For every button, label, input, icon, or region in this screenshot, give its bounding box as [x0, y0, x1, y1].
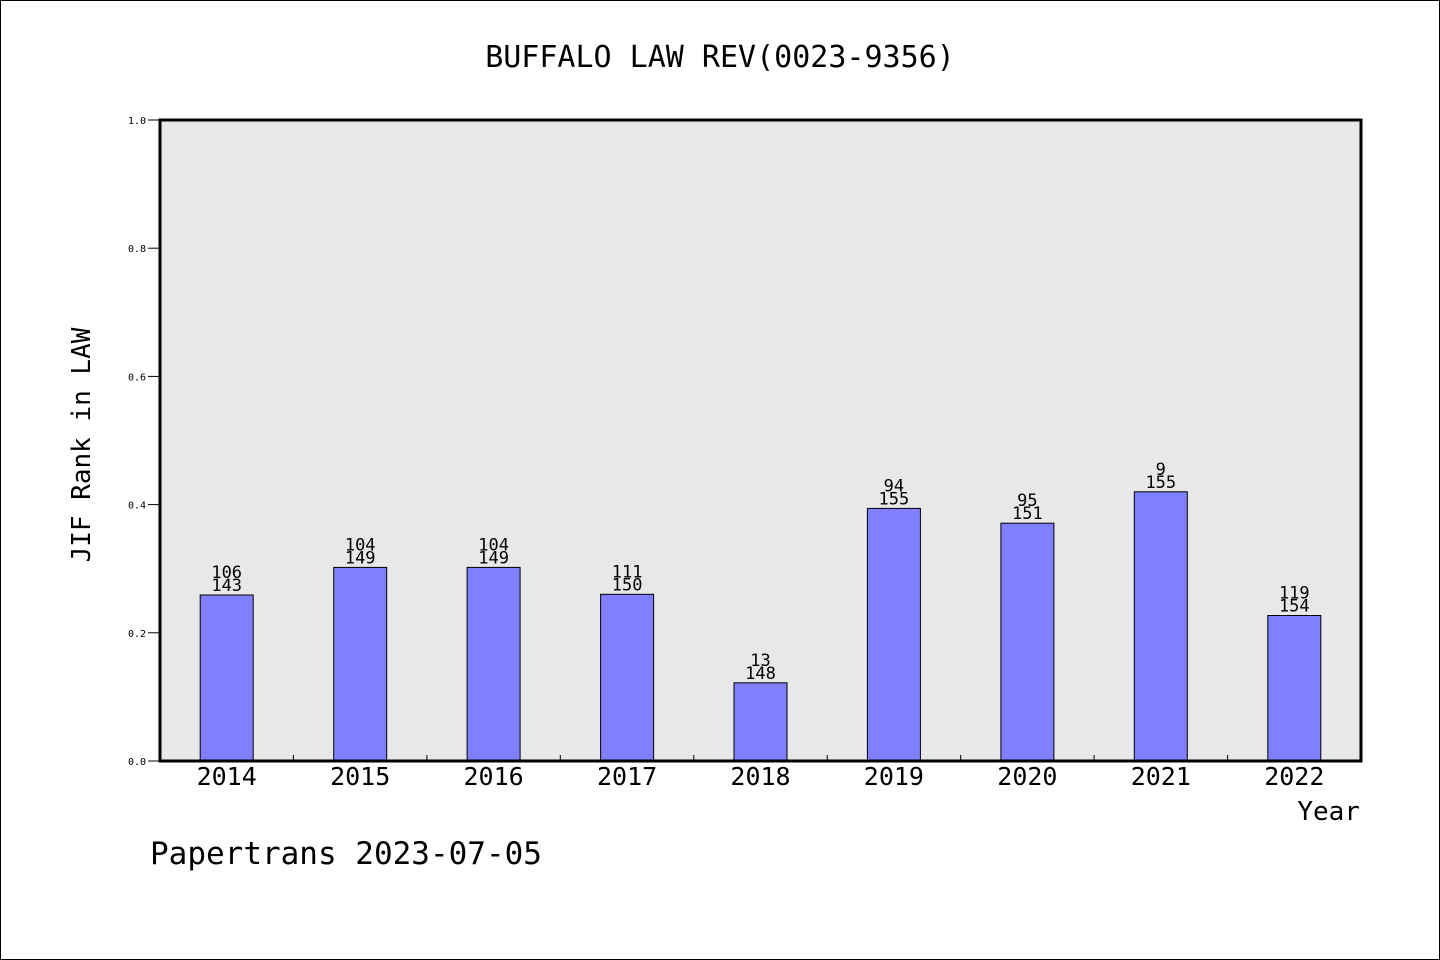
- bar-rank-label: 9: [1156, 460, 1166, 480]
- y-tick-label: 0.0: [128, 757, 146, 768]
- y-tick-label: 0.4: [128, 501, 146, 512]
- bar-rank-label: 104: [478, 535, 509, 555]
- bar-total-label: 149: [345, 548, 376, 568]
- x-tick-label: 2019: [864, 762, 924, 791]
- bar-total-label: 149: [478, 548, 509, 568]
- bar-rank-label: 13: [750, 651, 770, 671]
- bar-total-label: 148: [745, 664, 776, 684]
- bar: [199, 594, 254, 762]
- x-tick-label: 2022: [1264, 762, 1324, 791]
- bar-total-label: 143: [211, 576, 242, 596]
- bar-total-label: 154: [1279, 597, 1310, 617]
- plot-border: [158, 118, 1363, 763]
- bar: [733, 682, 788, 762]
- bar-rank-label: 106: [211, 563, 242, 583]
- bar: [866, 507, 921, 762]
- y-tick-label: 0.8: [128, 244, 146, 255]
- bar-rank-label: 95: [1017, 491, 1037, 511]
- x-tick-label: 2014: [197, 762, 257, 791]
- y-axis-label: JIF Rank in LAW: [67, 327, 97, 562]
- chart-title: BUFFALO LAW REV(0023-9356): [485, 40, 955, 75]
- x-tick-label: 2020: [997, 762, 1057, 791]
- y-tick-label: 0.6: [128, 372, 146, 383]
- x-tick-label: 2015: [330, 762, 390, 791]
- bar: [466, 566, 521, 762]
- bar: [1000, 522, 1055, 762]
- x-tick-label: 2017: [597, 762, 657, 791]
- bar: [600, 593, 655, 762]
- y-tick-label: 0.2: [128, 629, 146, 640]
- y-tick-label: 1.0: [128, 116, 146, 127]
- x-axis-label: Year: [1297, 797, 1360, 827]
- axis-ticks: 2014 2015 2016 2017 2018 2019 2020 2021 2022 0.0 0…: [128, 116, 1324, 791]
- bar-rank-label: 104: [345, 535, 376, 555]
- bar-rank-label: 111: [612, 562, 643, 582]
- footer-credit: Papertrans 2023-07-05: [150, 836, 542, 872]
- bar-rank-label: 119: [1279, 584, 1310, 604]
- bar-total-label: 155: [879, 489, 910, 509]
- bar-total-label: 151: [1012, 504, 1043, 524]
- bar-rank-label: 94: [884, 476, 904, 496]
- bar: [1267, 615, 1322, 762]
- x-tick-label: 2018: [730, 762, 790, 791]
- bar-total-label: 150: [612, 575, 643, 595]
- x-tick-label: 2021: [1131, 762, 1191, 791]
- bar: [333, 566, 388, 762]
- x-tick-label: 2016: [463, 762, 523, 791]
- bar-total-label: 155: [1145, 473, 1176, 493]
- bar: [1133, 491, 1188, 762]
